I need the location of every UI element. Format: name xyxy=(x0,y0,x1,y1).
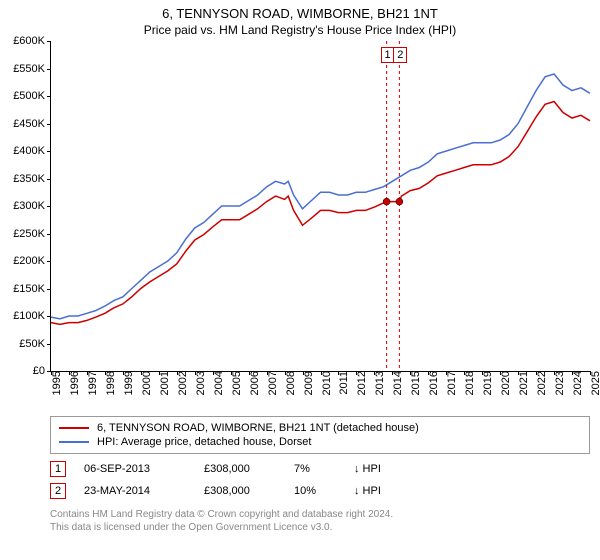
x-tick-label: 2017 xyxy=(442,371,458,395)
y-tick-label: £150K xyxy=(13,283,51,295)
x-tick-label: 2002 xyxy=(173,371,189,395)
x-tick-label: 2012 xyxy=(352,371,368,395)
y-tick-label: £200K xyxy=(13,255,51,267)
y-tick-label: £250K xyxy=(13,228,51,240)
event-price: £308,000 xyxy=(204,485,294,497)
legend-swatch xyxy=(59,427,89,429)
x-tick-label: 2003 xyxy=(191,371,207,395)
x-tick-label: 2001 xyxy=(155,371,171,395)
x-tick-label: 2022 xyxy=(532,371,548,395)
event-marker xyxy=(383,198,390,205)
series-line xyxy=(51,74,590,319)
x-tick-label: 2008 xyxy=(281,371,297,395)
y-tick-label: £400K xyxy=(13,145,51,157)
footer-attribution: Contains HM Land Registry data © Crown c… xyxy=(50,508,590,534)
footer-line1: Contains HM Land Registry data © Crown c… xyxy=(50,508,590,521)
x-tick-label: 2004 xyxy=(209,371,225,395)
event-num-box: 1 xyxy=(50,461,66,477)
x-tick-label: 2023 xyxy=(550,371,566,395)
x-tick-label: 2020 xyxy=(496,371,512,395)
x-tick-label: 2018 xyxy=(460,371,476,395)
event-pct: 10% xyxy=(294,485,354,497)
event-row: 2 23-MAY-2014£308,00010%↓ HPI xyxy=(50,480,590,502)
x-tick-label: 1999 xyxy=(119,371,135,395)
event-row: 1 06-SEP-2013£308,0007%↓ HPI xyxy=(50,458,590,480)
chart-svg xyxy=(51,41,590,371)
legend-item: HPI: Average price, detached house, Dors… xyxy=(59,435,581,449)
x-tick-label: 1998 xyxy=(101,371,117,395)
legend-box: 6, TENNYSON ROAD, WIMBORNE, BH21 1NT (de… xyxy=(50,416,590,454)
event-num-box: 2 xyxy=(50,483,66,499)
event-marker xyxy=(396,198,403,205)
chart-subtitle: Price paid vs. HM Land Registry's House … xyxy=(0,21,600,41)
y-tick-label: £500K xyxy=(13,90,51,102)
event-date: 23-MAY-2014 xyxy=(84,485,204,497)
y-tick-label: £350K xyxy=(13,173,51,185)
legend-label: 6, TENNYSON ROAD, WIMBORNE, BH21 1NT (de… xyxy=(97,422,419,434)
x-tick-label: 2007 xyxy=(263,371,279,395)
x-tick-label: 1997 xyxy=(83,371,99,395)
x-tick-label: 2006 xyxy=(245,371,261,395)
legend-swatch xyxy=(59,441,89,443)
x-tick-label: 2005 xyxy=(227,371,243,395)
x-tick-label: 1996 xyxy=(65,371,81,395)
x-tick-label: 2000 xyxy=(137,371,153,395)
x-tick-label: 1995 xyxy=(47,371,63,395)
event-price: £308,000 xyxy=(204,463,294,475)
x-tick-label: 2019 xyxy=(478,371,494,395)
x-tick-label: 2024 xyxy=(568,371,584,395)
x-tick-label: 2015 xyxy=(406,371,422,395)
legend-label: HPI: Average price, detached house, Dors… xyxy=(97,436,311,448)
y-tick-label: £600K xyxy=(13,35,51,47)
chart-title: 6, TENNYSON ROAD, WIMBORNE, BH21 1NT xyxy=(0,0,600,21)
y-tick-label: £300K xyxy=(13,200,51,212)
x-tick-label: 2014 xyxy=(388,371,404,395)
x-tick-label: 2013 xyxy=(370,371,386,395)
x-tick-label: 2011 xyxy=(334,371,350,395)
y-tick-label: £100K xyxy=(13,310,51,322)
x-tick-label: 2021 xyxy=(514,371,530,395)
x-tick-label: 2010 xyxy=(317,371,333,395)
event-pct: 7% xyxy=(294,463,354,475)
event-arrow: ↓ HPI xyxy=(354,463,381,475)
footer-line2: This data is licensed under the Open Gov… xyxy=(50,521,590,534)
y-tick-label: £450K xyxy=(13,118,51,130)
event-arrow: ↓ HPI xyxy=(354,485,381,497)
chart-plot-area: £0£50K£100K£150K£200K£250K£300K£350K£400… xyxy=(50,41,590,372)
event-label-box: 2 xyxy=(393,47,407,63)
x-tick-label: 2016 xyxy=(424,371,440,395)
x-tick-label: 2009 xyxy=(299,371,315,395)
y-tick-label: £550K xyxy=(13,63,51,75)
legend-item: 6, TENNYSON ROAD, WIMBORNE, BH21 1NT (de… xyxy=(59,421,581,435)
events-table: 1 06-SEP-2013£308,0007%↓ HPI 2 23-MAY-2014£… xyxy=(50,458,590,502)
event-date: 06-SEP-2013 xyxy=(84,463,204,475)
x-tick-label: 2025 xyxy=(586,371,600,395)
